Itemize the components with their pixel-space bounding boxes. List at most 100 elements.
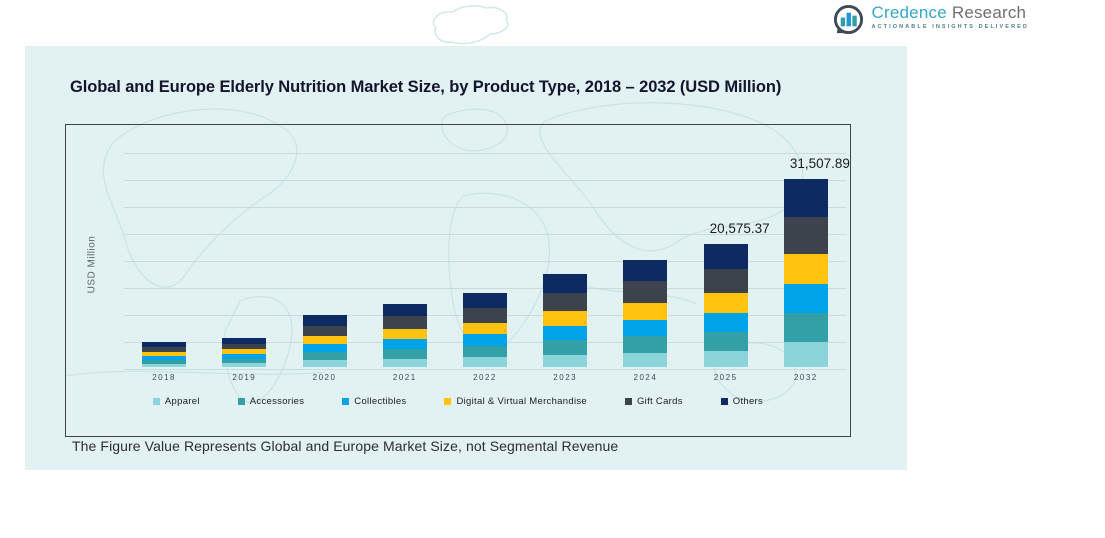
bar-segment-2020[interactable] <box>302 315 347 326</box>
chart-footnote: The Figure Value Represents Global and E… <box>72 438 619 454</box>
bar-segment-2020[interactable] <box>302 335 347 345</box>
bar-slot-2024 <box>605 155 685 367</box>
bar-segment-2021[interactable] <box>382 348 427 359</box>
bar-segment-2023[interactable] <box>543 354 588 367</box>
bar-segment-2021[interactable] <box>382 358 427 367</box>
bar-segment-2032[interactable] <box>783 341 828 367</box>
bar-segment-2020[interactable] <box>302 325 347 336</box>
bar-segment-2019[interactable] <box>222 363 267 367</box>
bar-segment-2022[interactable] <box>462 293 507 308</box>
bar-segment-2025[interactable] <box>703 293 748 313</box>
legend-item[interactable]: Others <box>720 396 764 407</box>
legend-label: Apparel <box>164 396 200 407</box>
bar-segment-2025[interactable] <box>703 268 748 294</box>
bar-segment-2025[interactable] <box>703 331 748 351</box>
stacked-bar-2018[interactable] <box>142 342 187 367</box>
stacked-bar-2020[interactable] <box>302 315 347 367</box>
bar-slot-2025: 20,575.37 <box>686 155 770 367</box>
bar-segment-2020[interactable] <box>302 352 347 361</box>
brand-name: Credence Research <box>872 3 1029 22</box>
x-tick-2019: 2019 <box>232 373 257 382</box>
stacked-bar-2032[interactable] <box>783 179 828 367</box>
bar-segment-2022[interactable] <box>462 307 507 323</box>
bar-slot-2021 <box>365 155 445 367</box>
legend-item[interactable]: Collectibles <box>342 396 406 407</box>
stacked-bar-2024[interactable] <box>623 259 668 367</box>
bar-segment-2018[interactable] <box>142 352 187 357</box>
x-tick-2018: 2018 <box>152 373 176 382</box>
legend-swatch-icon <box>444 398 452 405</box>
bar-segment-2020[interactable] <box>302 344 347 353</box>
bar-segment-2025[interactable] <box>703 350 748 367</box>
legend-item[interactable]: Digital & Virtual Merchandise <box>444 396 587 407</box>
x-tick-2023: 2023 <box>553 373 578 382</box>
bar-segment-2024[interactable] <box>623 319 668 337</box>
bar-segment-2023[interactable] <box>543 340 588 355</box>
bar-segment-2019[interactable] <box>222 337 267 344</box>
bar-segment-2024[interactable] <box>623 281 668 303</box>
bar-segment-2024[interactable] <box>623 302 668 320</box>
bar-segment-2018[interactable] <box>142 359 187 364</box>
legend-swatch-icon <box>720 398 728 405</box>
bar-segment-2023[interactable] <box>543 311 588 327</box>
bar-segment-2018[interactable] <box>142 347 187 353</box>
brand-tagline: Actionable Insights Delivered <box>871 24 1029 30</box>
bar-segment-2032[interactable] <box>783 216 828 254</box>
bar-segment-2021[interactable] <box>382 328 427 339</box>
gridline <box>124 153 846 154</box>
bar-segment-2032[interactable] <box>783 179 828 217</box>
stacked-bar-2023[interactable] <box>543 274 588 367</box>
bar-segment-2022[interactable] <box>462 322 507 335</box>
bar-segment-2024[interactable] <box>623 352 668 367</box>
bar-segment-2018[interactable] <box>142 342 187 348</box>
bar-segment-2023[interactable] <box>543 292 588 312</box>
legend-swatch-icon <box>624 398 632 405</box>
legend-swatch-icon <box>152 398 160 405</box>
bar-segment-2022[interactable] <box>462 345 507 358</box>
stacked-bar-2025[interactable] <box>703 244 748 367</box>
bar-segment-2024[interactable] <box>623 336 668 353</box>
bar-segment-2018[interactable] <box>142 356 187 360</box>
plot-area: USD Million 20,575.37 31,507.89 2018 2019 2… <box>65 124 851 437</box>
legend-label: Gift Cards <box>636 396 683 407</box>
bar-segment-2032[interactable] <box>783 312 828 342</box>
legend-item[interactable]: Apparel <box>152 396 200 407</box>
bar-segment-2022[interactable] <box>462 334 507 346</box>
stacked-bar-2021[interactable] <box>382 303 427 367</box>
bar-segment-2024[interactable] <box>623 259 668 282</box>
bar-segment-2025[interactable] <box>703 312 748 332</box>
bar-segment-2021[interactable] <box>382 339 427 349</box>
bar-segment-2019[interactable] <box>222 358 267 364</box>
x-tick-2032: 2032 <box>793 373 818 382</box>
stacked-bar-2019[interactable] <box>222 337 267 367</box>
legend-label: Accessories <box>249 396 305 407</box>
bar-segment-2021[interactable] <box>382 303 427 317</box>
bar-segment-2025[interactable] <box>703 244 748 269</box>
chart-title: Global and Europe Elderly Nutrition Mark… <box>70 78 782 96</box>
x-tick-2022: 2022 <box>473 373 497 382</box>
brand-logo: Credence Research Actionable Insights Del… <box>832 3 1029 36</box>
legend-item[interactable]: Gift Cards <box>624 396 683 407</box>
legend-label: Others <box>732 396 764 407</box>
bar-slot-2032: 31,507.89 <box>766 155 850 367</box>
legend: Apparel Accessories Collectibles Digital & … <box>90 396 826 407</box>
bar-segment-2021[interactable] <box>382 316 427 329</box>
x-axis-labels: 2018 2019 2020 2021 2022 2023 2024 2025 2032 <box>124 373 846 382</box>
bar-segment-2022[interactable] <box>462 357 507 367</box>
brand-name-primary: Credence <box>871 3 947 22</box>
brand-text: Credence Research Actionable Insights Del… <box>872 3 1029 30</box>
bar-segment-2019[interactable] <box>222 349 267 355</box>
bar-segment-2023[interactable] <box>543 274 588 293</box>
bar-segment-2020[interactable] <box>302 360 347 367</box>
bar-segment-2032[interactable] <box>783 253 828 285</box>
x-tick-2024: 2024 <box>633 373 658 382</box>
bar-segment-2023[interactable] <box>543 326 588 341</box>
bar-segment-2019[interactable] <box>222 354 267 359</box>
legend-item[interactable]: Accessories <box>237 396 305 407</box>
bar-segment-2019[interactable] <box>222 343 267 350</box>
stacked-bar-2022[interactable] <box>462 293 507 367</box>
bar-segment-2032[interactable] <box>783 284 828 313</box>
bar-segment-2018[interactable] <box>142 363 187 367</box>
map-fragment-decoration <box>432 5 509 45</box>
legend-label: Collectibles <box>354 396 407 407</box>
